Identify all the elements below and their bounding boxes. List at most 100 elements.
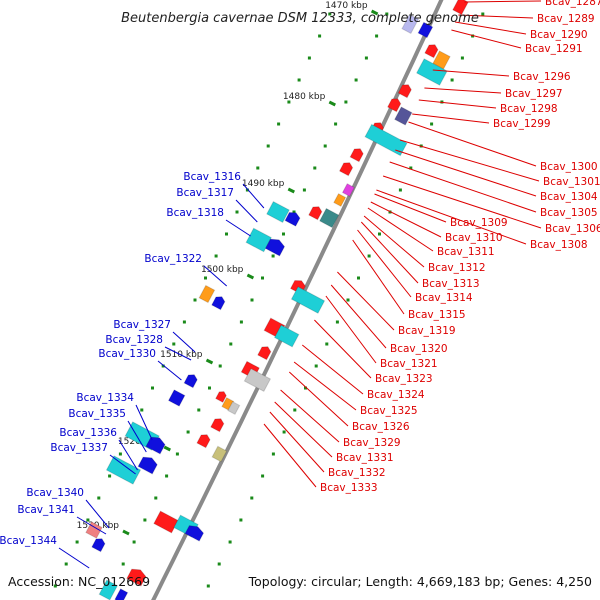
gene-feature (394, 106, 413, 126)
gene-feature (91, 538, 106, 553)
outer-left-tick (318, 34, 322, 38)
inner-left-tick (154, 496, 158, 500)
label-leader-line (314, 319, 372, 379)
gene-arrow (349, 148, 364, 163)
gene-feature (85, 521, 103, 539)
outer-left-tick (328, 12, 332, 16)
inner-left-tick (271, 254, 275, 258)
outer-left-tick (245, 188, 249, 192)
gene-feature (349, 148, 364, 163)
label-leader-line (408, 121, 537, 167)
label-leader-line (382, 175, 542, 229)
gene-label-left: Bcav_1335 (68, 408, 126, 420)
gene-label-right: Bcav_1320 (390, 343, 448, 355)
label-leader-line (242, 183, 265, 209)
gene-feature (126, 568, 147, 587)
label-leader-line (135, 404, 153, 441)
gene-arrow (397, 84, 412, 99)
kbp-label: 1470 kbp (325, 1, 368, 11)
label-leader-line (76, 516, 107, 535)
summary-text: Topology: circular; Length: 4,669,183 bp… (248, 574, 592, 589)
inner-right-tick (346, 298, 350, 302)
gene-block (364, 123, 408, 157)
gene-arrow (264, 238, 286, 257)
gene-label-right: Bcav_1298 (500, 103, 558, 115)
label-leader-line (389, 161, 537, 213)
gene-feature (386, 98, 402, 113)
label-leader-line (172, 331, 196, 353)
outer-left-tick (161, 364, 165, 368)
gene-feature (114, 588, 129, 600)
label-leader-line (274, 401, 333, 458)
inner-right-tick (409, 166, 413, 170)
label-leader-line (412, 113, 490, 124)
outer-left-tick (307, 56, 311, 60)
gene-arrow (137, 456, 158, 475)
gene-feature (452, 0, 469, 16)
gene-block (243, 367, 272, 393)
label-leader-line (330, 284, 387, 349)
gene-label-right: Bcav_1310 (445, 232, 503, 244)
gene-feature (211, 296, 226, 311)
kbp-tick (287, 187, 295, 194)
label-leader-line (455, 21, 527, 35)
gene-feature (266, 200, 290, 224)
inner-right-tick (471, 34, 475, 38)
outer-left-tick (75, 540, 79, 544)
gene-label-right: Bcav_1287 (545, 0, 600, 8)
gene-label-right: Bcav_1290 (530, 29, 588, 41)
gene-arrow (308, 206, 323, 221)
inner-left-tick (282, 232, 285, 236)
gene-block (417, 21, 434, 39)
gene-feature (424, 44, 439, 59)
inner-left-tick (313, 166, 317, 170)
gene-block (432, 50, 451, 70)
leader-line-layer (58, 0, 542, 569)
inner-left-tick (175, 452, 179, 456)
gene-feature (264, 238, 286, 257)
gene-feature (167, 389, 186, 407)
inner-right-tick (460, 56, 464, 60)
gene-block (153, 510, 179, 534)
inner-left-tick (197, 408, 201, 412)
outer-left-tick (108, 474, 112, 478)
gene-label-left: Bcav_1317 (176, 187, 234, 199)
gene-label-right: Bcav_1296 (513, 71, 571, 83)
label-leader-line (399, 139, 540, 182)
gene-arrow (338, 162, 354, 177)
gene-block (227, 401, 241, 415)
gene-label-left: Bcav_1337 (50, 442, 108, 454)
gene-label-right: Bcav_1299 (493, 118, 551, 130)
label-leader-line (293, 361, 357, 411)
gene-arrow (126, 568, 147, 587)
gene-block (452, 0, 469, 16)
gene-label-right: Bcav_1315 (408, 309, 466, 321)
inner-right-tick (367, 254, 371, 258)
gene-label-right: Bcav_1332 (328, 467, 386, 479)
gene-feature (308, 206, 323, 221)
gene-label-left: Bcav_1322 (144, 253, 202, 265)
inner-right-tick (398, 188, 402, 192)
inner-left-tick (292, 210, 296, 214)
outer-left-tick (140, 408, 144, 412)
label-leader-line (395, 149, 537, 197)
gene-label-right: Bcav_1306 (545, 223, 600, 235)
gene-label-right: Bcav_1311 (437, 246, 495, 258)
gene-block (85, 521, 103, 539)
label-leader-line (370, 201, 442, 238)
gene-label-right: Bcav_1305 (540, 207, 598, 219)
gene-label-left: Bcav_1328 (105, 334, 163, 346)
label-leader-line (458, 14, 534, 19)
outer-left-tick (64, 562, 68, 566)
inner-left-tick (121, 562, 125, 566)
label-leader-line (357, 229, 412, 298)
gene-block (198, 284, 216, 304)
kbp-tick (246, 273, 255, 280)
outer-left-tick (297, 78, 301, 82)
gene-label-right: Bcav_1331 (336, 452, 394, 464)
inner-right-tick (239, 518, 243, 522)
gene-block (341, 183, 355, 197)
gene-feature (333, 193, 347, 207)
outer-left-tick (266, 144, 270, 148)
